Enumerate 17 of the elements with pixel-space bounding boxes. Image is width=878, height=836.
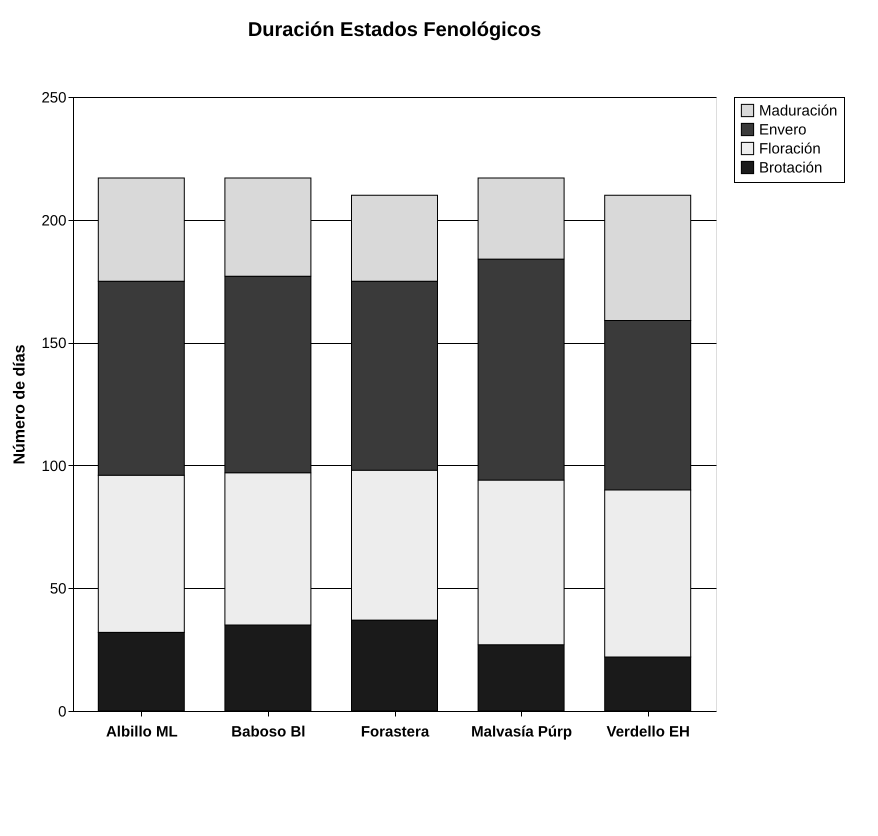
legend-label: Brotación: [759, 160, 822, 176]
x-tick-label: Forastera: [360, 724, 430, 740]
legend-label: Floración: [759, 140, 821, 158]
x-tick-label: Albillo ML: [106, 724, 178, 740]
x-tick-label: Verdello EH: [606, 724, 690, 740]
x-tick-label: Baboso Bl: [231, 724, 306, 740]
y-tick-label: 50: [50, 580, 66, 598]
y-tick-label: 250: [41, 90, 66, 106]
chart-title: Duración Estados Fenológicos: [248, 19, 542, 41]
legend-label: Maduración: [759, 102, 838, 120]
y-tick-label: 150: [41, 335, 66, 352]
y-tick-label: 100: [41, 458, 66, 475]
legend-label: Envero: [759, 122, 807, 138]
x-tick-label: Malvasía Púrp: [471, 724, 572, 740]
y-tick-label: 0: [58, 704, 66, 720]
y-tick-label: 200: [41, 212, 66, 230]
y-axis-title: Número de días: [11, 344, 28, 465]
